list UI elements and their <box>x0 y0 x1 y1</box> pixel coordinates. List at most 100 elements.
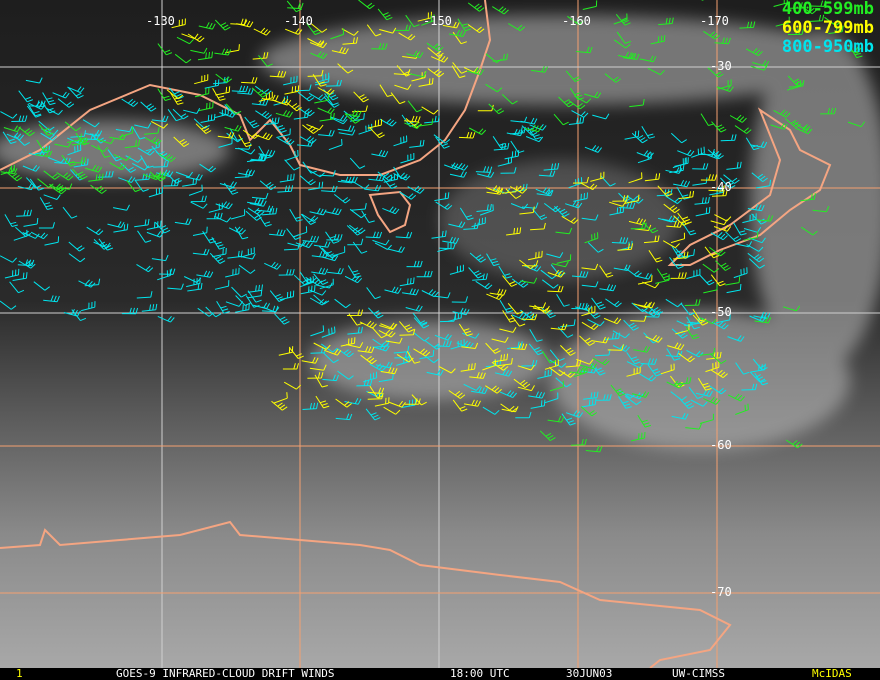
wind-barb <box>524 124 542 133</box>
wind-barb <box>277 137 295 146</box>
wind-barb <box>469 252 486 263</box>
wind-barb <box>144 136 162 146</box>
wind-barb <box>134 179 149 192</box>
wind-barb <box>678 190 695 200</box>
wind-barb <box>271 400 288 411</box>
wind-barb <box>228 226 246 235</box>
wind-barb <box>278 268 295 276</box>
wind-barb <box>4 268 20 279</box>
lon-label: -150 <box>423 14 452 28</box>
wind-barb <box>132 126 146 140</box>
wind-barb <box>450 339 465 350</box>
wind-barb <box>809 0 827 7</box>
wind-barb <box>671 412 689 420</box>
wind-barb <box>658 17 674 26</box>
wind-barb <box>97 138 115 145</box>
wind-barb <box>567 15 584 26</box>
wind-barb <box>132 162 150 171</box>
wind-barb <box>219 181 237 188</box>
wind-barb <box>324 207 342 216</box>
wind-barb <box>715 260 731 271</box>
wind-barb <box>166 172 182 184</box>
wind-barb <box>309 364 327 371</box>
wind-barb <box>230 209 246 220</box>
wind-barb <box>699 317 717 325</box>
wind-barb <box>666 220 683 228</box>
wind-barb <box>44 236 60 246</box>
wind-barb <box>699 413 714 424</box>
wind-barb <box>631 132 648 144</box>
wind-barb <box>430 54 449 63</box>
wind-barb <box>502 275 518 287</box>
wind-barb <box>393 345 410 354</box>
wind-barb <box>407 185 425 194</box>
wind-barb <box>433 292 451 299</box>
wind-barb <box>510 314 526 327</box>
wind-barb <box>499 390 517 399</box>
wind-barb <box>325 231 340 244</box>
wind-barb <box>452 399 468 412</box>
wind-barb <box>361 210 375 223</box>
wind-barb <box>43 295 60 303</box>
wind-barb <box>551 261 569 268</box>
wind-barb <box>746 244 764 252</box>
wind-barb <box>624 395 642 406</box>
wind-barb <box>384 286 402 294</box>
wind-barb <box>11 115 28 122</box>
wind-barb <box>257 214 272 227</box>
wind-barb <box>244 116 260 129</box>
wind-barb <box>727 393 745 402</box>
wind-barb <box>675 377 692 385</box>
wind-barb <box>784 118 802 128</box>
wind-barb <box>692 314 709 326</box>
wind-barb <box>218 137 233 148</box>
wind-barb <box>530 222 546 231</box>
wind-barb <box>302 161 317 174</box>
wind-barb <box>634 272 652 280</box>
wind-barb <box>433 134 451 144</box>
wind-barb <box>86 226 104 236</box>
wind-barb <box>344 275 363 284</box>
wind-barb <box>388 400 406 408</box>
wind-barb <box>452 307 470 316</box>
wind-barb <box>460 363 476 372</box>
wind-barb <box>485 53 502 64</box>
wind-barb <box>452 62 468 74</box>
lon-label: -170 <box>700 14 729 28</box>
wind-barb <box>261 207 278 216</box>
wind-barb <box>353 91 369 103</box>
wind-barb <box>486 188 504 195</box>
wind-barb <box>568 116 585 125</box>
wind-barb <box>847 121 866 128</box>
wind-barb <box>521 125 538 136</box>
wind-barb <box>824 16 841 27</box>
wind-barb <box>550 323 568 331</box>
wind-barb <box>485 83 503 93</box>
wind-barb <box>68 241 85 252</box>
wind-barb <box>217 132 235 139</box>
wind-barb <box>12 272 28 281</box>
wind-barb <box>212 88 226 101</box>
wind-barb <box>369 363 387 372</box>
wind-barb <box>18 126 35 137</box>
wind-barb <box>581 281 599 288</box>
wind-barb <box>315 395 330 409</box>
wind-barb <box>590 171 605 182</box>
wind-barb <box>379 27 397 34</box>
wind-barb <box>618 396 632 409</box>
wind-barb <box>617 51 636 59</box>
wind-barb <box>704 246 720 259</box>
wind-barb <box>656 188 673 197</box>
wind-barb <box>773 0 788 7</box>
wind-barb <box>342 37 358 45</box>
wind-barb <box>297 91 315 102</box>
wind-barb <box>520 277 538 284</box>
wind-barb <box>529 302 547 309</box>
wind-barb <box>645 334 663 343</box>
wind-barb <box>639 55 657 63</box>
wind-barb <box>692 163 709 170</box>
wind-barb <box>14 135 30 146</box>
wind-barb <box>773 109 791 118</box>
wind-barb <box>663 203 680 214</box>
wind-barb <box>669 257 684 269</box>
